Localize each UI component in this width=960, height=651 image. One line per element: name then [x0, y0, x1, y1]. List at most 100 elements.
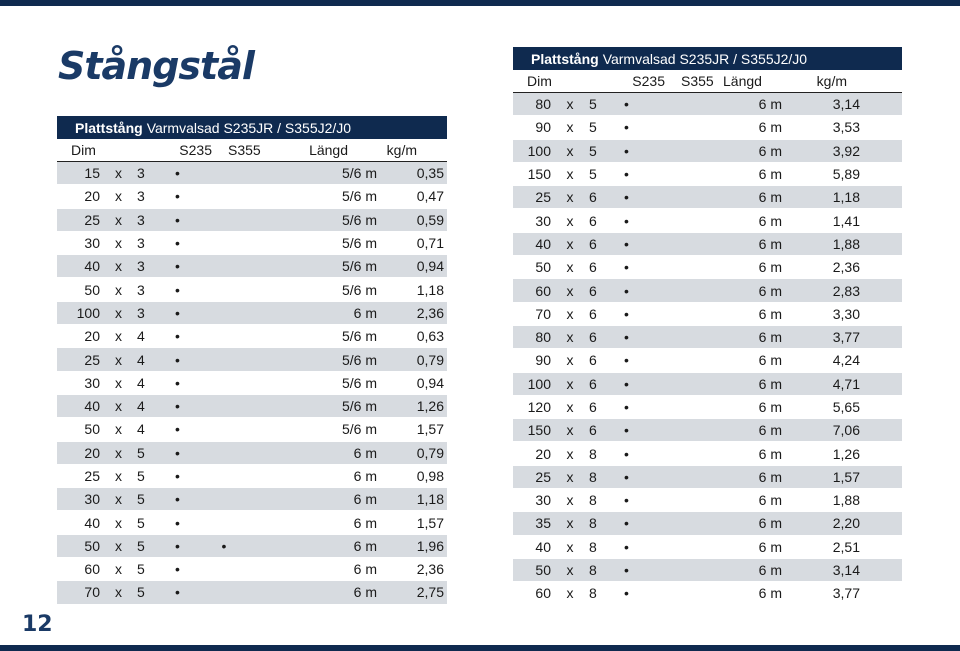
cell-thickness: 8: [589, 445, 597, 462]
cell-thickness: 6: [589, 399, 597, 415]
page-title: Stångstål: [58, 44, 255, 88]
cell-s235-mark: •: [175, 421, 180, 438]
cell-times: x: [566, 235, 574, 252]
cell-width: 150: [527, 422, 551, 439]
cell-thickness: 6: [589, 212, 597, 229]
cell-times: x: [566, 585, 574, 602]
cell-times: x: [566, 515, 574, 532]
cell-thickness: 6: [589, 282, 597, 299]
column-s355: S355: [681, 73, 714, 89]
cell-weight: 2,36: [832, 259, 860, 276]
cell-width: 70: [535, 305, 551, 322]
right-table-body: 80 x 5 • 6 m 3,14 90 x 5 • 6 m 3,53 100 x 5 • 6 m 3,92 150…: [513, 93, 902, 606]
cell-thickness: 3: [137, 211, 145, 228]
cell-thickness: 3: [137, 281, 145, 298]
cell-s235-mark: •: [624, 422, 629, 439]
cell-length: 6 m: [353, 304, 377, 321]
cell-times: x: [115, 258, 122, 275]
cell-times: x: [115, 514, 122, 531]
cell-width: 40: [535, 235, 551, 252]
cell-thickness: 3: [137, 235, 145, 252]
cell-thickness: 3: [137, 258, 145, 275]
cell-width: 35: [535, 515, 551, 532]
cell-times: x: [566, 468, 574, 485]
table-row: 35 x 8 • 6 m 2,20: [513, 512, 902, 536]
cell-length: 6 m: [758, 422, 782, 439]
cell-weight: 2,75: [416, 584, 444, 601]
cell-s235-mark: •: [175, 468, 180, 484]
table-row: 30 x 4 • 5/6 m 0,94: [57, 371, 447, 395]
cell-times: x: [566, 562, 574, 579]
cell-length: 5/6 m: [341, 235, 377, 252]
cell-weight: 0,63: [416, 328, 444, 345]
cell-s235-mark: •: [175, 444, 180, 461]
column-dim: Dim: [71, 142, 96, 158]
cell-length: 6 m: [353, 444, 377, 461]
table-row: 20 x 4 • 5/6 m 0,63: [57, 325, 447, 349]
cell-s235-mark: •: [624, 492, 629, 509]
cell-times: x: [566, 96, 574, 113]
cell-times: x: [115, 211, 122, 228]
cell-times: x: [115, 421, 122, 438]
table-row: 100 x 6 • 6 m 4,71: [513, 372, 902, 396]
table-row: 30 x 5 • 6 m 1,18: [57, 488, 447, 512]
cell-weight: 4,71: [832, 375, 860, 392]
cell-s235-mark: •: [175, 491, 180, 508]
column-weight: kg/m: [816, 73, 847, 89]
cell-times: x: [115, 328, 122, 345]
cell-weight: 3,92: [832, 142, 860, 159]
cell-s235-mark: •: [624, 212, 629, 229]
cell-times: x: [566, 492, 574, 509]
cell-length: 6 m: [758, 468, 782, 485]
cell-length: 6 m: [758, 352, 782, 369]
cell-length: 5/6 m: [341, 421, 377, 438]
cell-length: 5/6 m: [341, 258, 377, 275]
cell-thickness: 4: [137, 398, 145, 415]
cell-length: 6 m: [758, 445, 782, 462]
cell-times: x: [115, 304, 122, 321]
table-row: 60 x 8 • 6 m 3,77: [513, 582, 902, 606]
cell-weight: 1,26: [416, 398, 444, 415]
cell-times: x: [115, 468, 122, 484]
cell-times: x: [115, 281, 122, 298]
cell-length: 6 m: [758, 96, 782, 113]
cell-width: 40: [84, 398, 100, 415]
table-row: 25 x 6 • 6 m 1,18: [513, 186, 902, 210]
cell-length: 6 m: [758, 282, 782, 299]
cell-length: 6 m: [353, 468, 377, 484]
cell-width: 30: [84, 374, 100, 391]
cell-weight: 0,71: [416, 235, 444, 252]
cell-length: 6 m: [758, 562, 782, 579]
cell-length: 6 m: [353, 491, 377, 508]
cell-width: 20: [84, 444, 100, 461]
cell-thickness: 5: [137, 491, 145, 508]
column-length: Längd: [723, 73, 762, 89]
cell-width: 25: [84, 211, 100, 228]
left-table-body: 15 x 3 • 5/6 m 0,35 20 x 3 • 5/6 m 0,47 25 x 3 • 5/6 m 0,…: [57, 162, 447, 605]
cell-width: 25: [535, 189, 551, 206]
cell-weight: 1,41: [832, 212, 860, 229]
cell-times: x: [566, 166, 574, 183]
cell-thickness: 6: [589, 305, 597, 322]
cell-weight: 0,94: [416, 258, 444, 275]
cell-width: 25: [84, 468, 100, 484]
cell-thickness: 8: [589, 562, 597, 579]
cell-length: 6 m: [758, 212, 782, 229]
bottom-accent-bar: [0, 645, 960, 651]
cell-width: 20: [84, 328, 100, 345]
cell-thickness: 5: [137, 561, 145, 578]
cell-width: 100: [527, 142, 551, 159]
table-row: 50 x 3 • 5/6 m 1,18: [57, 278, 447, 302]
cell-weight: 1,18: [832, 189, 860, 206]
table-row: 50 x 4 • 5/6 m 1,57: [57, 418, 447, 442]
cell-weight: 0,79: [416, 351, 444, 368]
cell-weight: 0,59: [416, 211, 444, 228]
cell-thickness: 8: [589, 515, 597, 532]
cell-s235-mark: •: [175, 561, 180, 578]
cell-s235-mark: •: [624, 166, 629, 183]
cell-width: 30: [84, 491, 100, 508]
cell-times: x: [566, 142, 574, 159]
cell-s235-mark: •: [175, 398, 180, 415]
cell-s235-mark: •: [175, 281, 180, 298]
cell-s235-mark: •: [624, 352, 629, 369]
